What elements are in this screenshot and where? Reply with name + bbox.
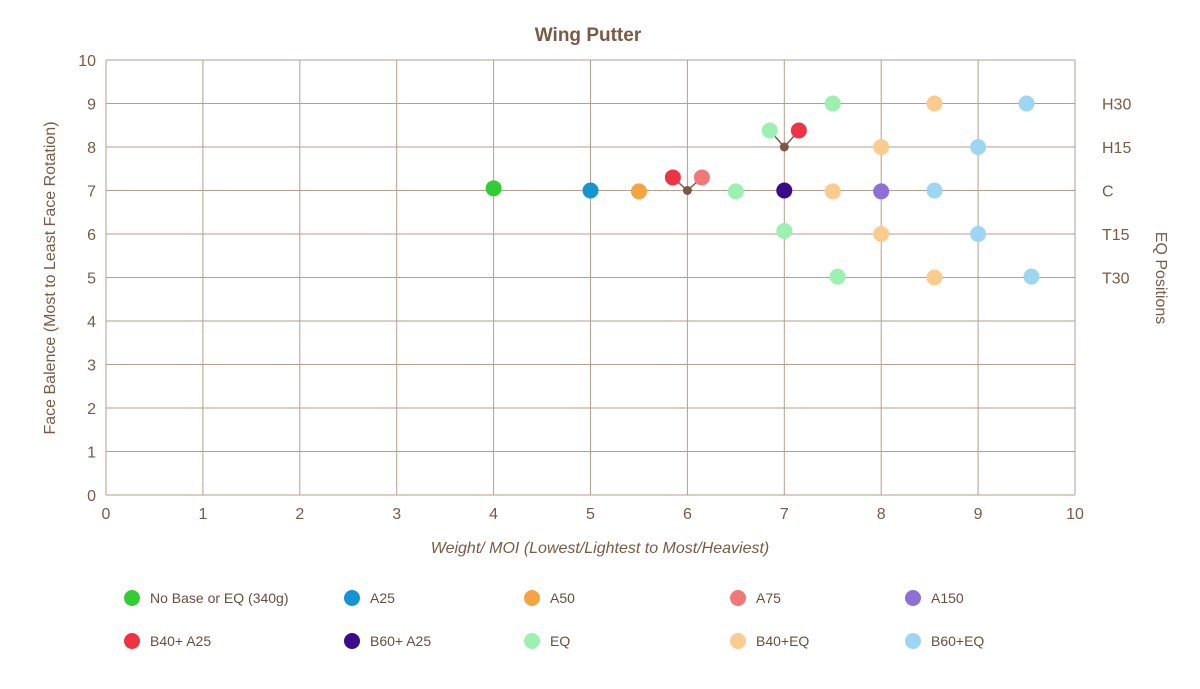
data-point — [824, 95, 841, 112]
data-point — [970, 139, 987, 155]
data-point — [829, 268, 846, 285]
legend-label: A25 — [370, 590, 395, 606]
y-tick-label: 10 — [78, 53, 96, 70]
connector-node — [682, 186, 692, 195]
x-axis-label: Weight/ MOI (Lowest/Lightest to Most/Hea… — [431, 540, 770, 557]
legend-label: B40+EQ — [756, 633, 809, 649]
eq-position-label: T30 — [1102, 271, 1130, 288]
y-tick-label: 6 — [87, 227, 96, 244]
x-tick-label: 8 — [877, 506, 886, 523]
legend-label: No Base or EQ (340g) — [150, 590, 289, 606]
legend: No Base or EQ (340g) A25 A50 A75 A150 B40+ A2… — [124, 590, 984, 649]
data-point — [776, 222, 793, 239]
data-point — [926, 95, 943, 112]
y-tick-label: 4 — [87, 314, 96, 331]
eq-position-label: H30 — [1102, 97, 1131, 114]
y-tick-label: 1 — [87, 445, 96, 462]
y-tick-label: 0 — [87, 488, 96, 505]
data-point — [926, 182, 943, 199]
legend-label: A150 — [931, 590, 964, 606]
data-point — [1023, 268, 1040, 285]
data-point — [873, 226, 890, 242]
y-tick-label: 5 — [87, 271, 96, 288]
y-axis-ticks: 0 1 2 3 4 5 6 7 8 9 10 — [78, 53, 96, 505]
legend-label: B40+ A25 — [150, 633, 211, 649]
x-tick-label: 0 — [102, 506, 111, 523]
eq-position-label: H15 — [1102, 140, 1131, 157]
data-point — [790, 122, 807, 139]
data-point — [485, 180, 502, 197]
x-axis-ticks: 0 1 2 3 4 5 6 7 8 9 10 — [102, 506, 1084, 523]
eq-position-label: C — [1102, 184, 1114, 201]
data-point — [1018, 95, 1035, 112]
data-point — [761, 122, 778, 139]
data-point — [824, 183, 841, 200]
legend-swatch — [344, 633, 360, 649]
y-tick-label: 2 — [87, 401, 96, 418]
x-tick-label: 7 — [780, 506, 789, 523]
y-axis-label: Face Balence (Most to Least Face Rotatio… — [42, 121, 59, 434]
x-tick-label: 9 — [974, 506, 983, 523]
legend-label: B60+EQ — [931, 633, 984, 649]
legend-swatch — [124, 590, 140, 606]
connector-node — [779, 142, 789, 152]
legend-swatch — [124, 633, 140, 649]
grid — [105, 59, 1076, 496]
legend-swatch — [344, 590, 360, 606]
x-tick-label: 6 — [683, 506, 692, 523]
legend-label: B60+ A25 — [370, 633, 431, 649]
eq-position-labels: H30 H15 C T15 T30 — [1102, 97, 1131, 288]
legend-swatch — [905, 590, 921, 606]
right-axis-label: EQ Positions — [1152, 232, 1169, 324]
legend-swatch — [730, 633, 746, 649]
chart-title: Wing Putter — [535, 25, 642, 46]
data-point — [582, 182, 599, 199]
legend-swatch — [524, 633, 540, 649]
x-tick-label: 3 — [392, 506, 401, 523]
x-tick-label: 4 — [489, 506, 498, 523]
data-point — [970, 226, 987, 242]
data-point — [776, 182, 793, 199]
y-tick-label: 8 — [87, 140, 96, 157]
data-points — [485, 95, 1040, 286]
y-tick-label: 9 — [87, 97, 96, 114]
data-point — [727, 183, 744, 200]
data-point — [873, 139, 890, 155]
data-point — [630, 183, 647, 200]
y-tick-label: 7 — [87, 184, 96, 201]
x-tick-label: 1 — [198, 506, 207, 523]
x-tick-label: 10 — [1066, 506, 1084, 523]
legend-label: A50 — [550, 590, 575, 606]
legend-swatch — [524, 590, 540, 606]
data-point — [926, 269, 943, 286]
eq-position-label: T15 — [1102, 227, 1130, 244]
legend-label: A75 — [756, 590, 781, 606]
y-tick-label: 3 — [87, 358, 96, 375]
x-tick-label: 5 — [586, 506, 595, 523]
legend-label: EQ — [550, 633, 570, 649]
data-point — [664, 169, 681, 186]
data-point — [693, 169, 710, 186]
data-point — [873, 183, 890, 200]
legend-swatch — [730, 590, 746, 606]
legend-swatch — [905, 633, 921, 649]
x-tick-label: 2 — [295, 506, 304, 523]
